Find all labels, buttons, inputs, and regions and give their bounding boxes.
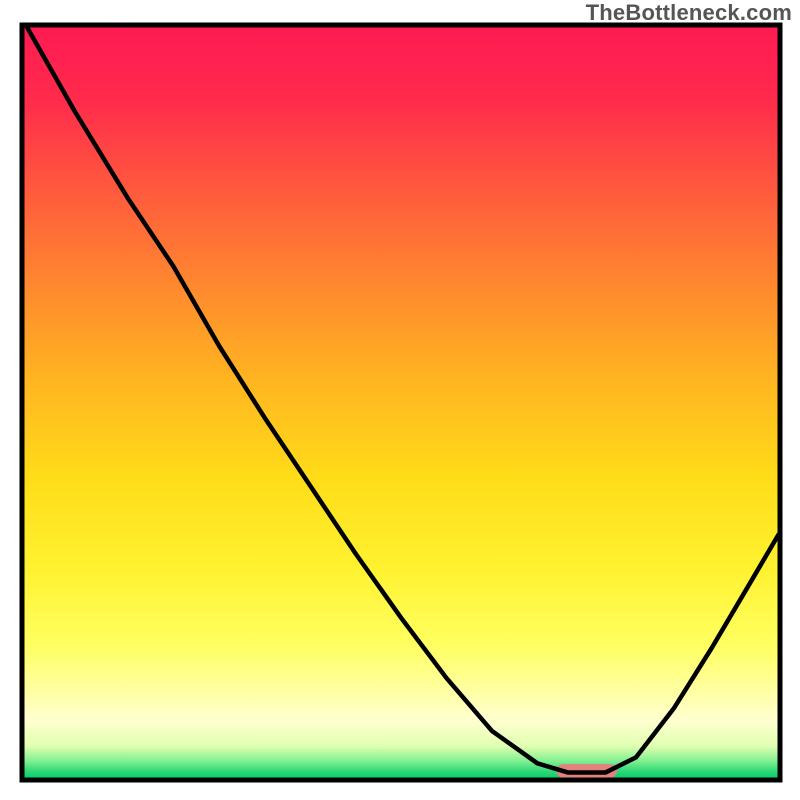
gradient-line-chart xyxy=(0,0,800,800)
watermark-text: TheBottleneck.com xyxy=(586,0,792,26)
chart-container: TheBottleneck.com xyxy=(0,0,800,800)
plot-background xyxy=(22,25,780,780)
